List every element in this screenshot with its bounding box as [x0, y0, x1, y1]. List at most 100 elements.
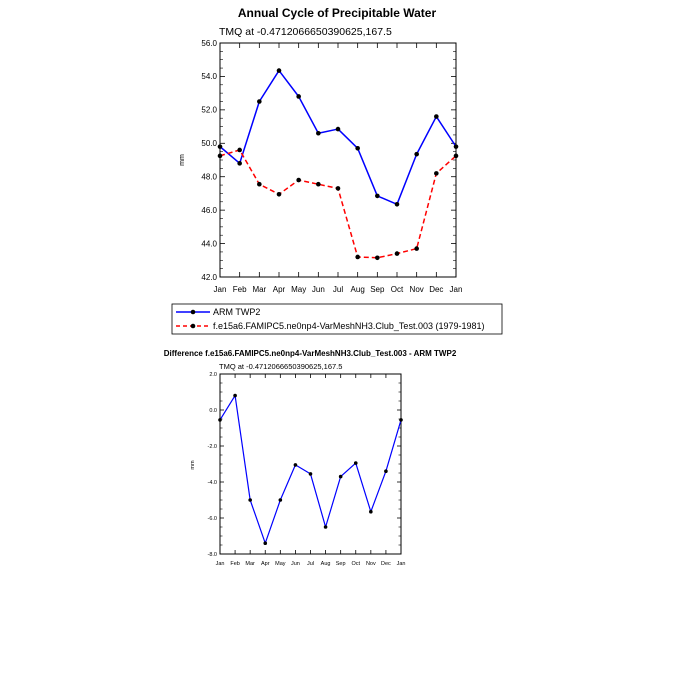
data-point	[248, 498, 252, 502]
data-point	[384, 469, 388, 474]
x-tick-label: Jun	[312, 285, 325, 294]
x-tick-label: Mar	[245, 561, 255, 567]
precip-annual-cycle-chart: Annual Cycle of Precipitable Water TMQ a…	[179, 6, 462, 294]
x-ticks: Jan Feb Mar Apr May Jun Jul Aug Sep Oct Nov Dec Jan	[214, 43, 463, 294]
x-tick-label: Jan	[216, 561, 225, 567]
y-tick-label: 52.0	[201, 106, 217, 115]
data-point	[308, 472, 313, 476]
plot-frame	[219, 42, 457, 278]
data-point	[296, 94, 301, 99]
data-point	[263, 541, 268, 545]
y-tick-label: -6.0	[208, 516, 217, 522]
y-tick-label: 46.0	[201, 206, 217, 215]
series-line-0	[219, 395, 402, 544]
x-tick-label: Nov	[366, 561, 376, 567]
data-point	[233, 393, 237, 398]
x-tick-label: Apr	[273, 285, 286, 294]
x-tick-label: Oct	[351, 561, 360, 567]
legend-box	[171, 303, 503, 335]
data-point	[237, 147, 242, 153]
y-axis-label: mm	[179, 154, 186, 166]
data-point	[375, 255, 380, 261]
x-tick-label: Dec	[381, 561, 391, 567]
y-tick-label: 48.0	[201, 173, 217, 182]
x-tick-label: Jan	[397, 561, 406, 567]
series-line-1	[219, 149, 457, 259]
x-tick-label: Oct	[391, 285, 404, 294]
data-point	[355, 254, 360, 260]
data-point	[276, 191, 282, 197]
x-tick-label: Nov	[410, 285, 424, 294]
diff-y-ticks: -8.0 -6.0 -4.0 -2.0 0.0 2.0	[208, 372, 401, 558]
diff-chart-title: Difference f.e15a6.FAMIPC5.ne0np4-VarMes…	[164, 349, 457, 358]
y-tick-label: 0.0	[209, 408, 217, 414]
chart-title: Annual Cycle of Precipitable Water	[238, 6, 437, 20]
y-ticks: 42.0 44.0 46.0 48.0 50.0 52.0 54.0 56.0	[201, 39, 456, 282]
legend: ARM TWP2 f.e15a6.FAMIPC5.ne0np4-VarMeshN…	[171, 303, 503, 335]
y-tick-label: -4.0	[208, 480, 217, 486]
x-tick-label: Dec	[429, 285, 443, 294]
series-line-0	[219, 69, 457, 206]
x-tick-label: Sep	[336, 561, 346, 567]
y-tick-label: 54.0	[201, 72, 217, 81]
x-tick-label: Apr	[261, 561, 270, 567]
data-point	[278, 498, 283, 502]
x-tick-label: Sep	[370, 285, 385, 294]
precip-difference-chart: Difference f.e15a6.FAMIPC5.ne0np4-VarMes…	[164, 349, 457, 567]
diff-plot-frame	[219, 373, 402, 555]
data-point	[434, 171, 439, 176]
x-tick-label: May	[275, 561, 286, 567]
y-tick-label: -8.0	[208, 552, 217, 558]
x-tick-label: Mar	[252, 285, 266, 294]
data-point	[414, 151, 419, 157]
x-tick-label: Feb	[233, 285, 247, 294]
x-tick-label: Jul	[333, 285, 343, 294]
data-point	[394, 201, 400, 207]
data-point	[355, 146, 360, 151]
legend-label-arm: ARM TWP2	[213, 307, 260, 317]
diff-y-axis-label: mm	[190, 460, 196, 470]
chart-subtitle: TMQ at -0.4712066650390625,167.5	[219, 26, 392, 38]
data-point	[323, 525, 328, 529]
data-point	[296, 177, 301, 183]
data-point	[335, 126, 341, 132]
data-point	[217, 144, 223, 149]
y-tick-label: 2.0	[209, 372, 217, 378]
data-point	[453, 153, 459, 159]
data-point	[394, 251, 400, 256]
x-tick-label: May	[291, 285, 306, 294]
data-point	[338, 474, 343, 479]
data-point	[414, 246, 419, 251]
y-tick-label: 50.0	[201, 139, 217, 148]
x-tick-label: Feb	[230, 561, 239, 567]
x-tick-label: Aug	[321, 561, 331, 567]
x-tick-label: Jun	[291, 561, 300, 567]
x-tick-label: Jan	[450, 285, 463, 294]
y-tick-label: 42.0	[201, 273, 217, 282]
data-point	[217, 153, 223, 159]
y-tick-label: -2.0	[208, 444, 217, 450]
y-tick-label: 44.0	[201, 239, 217, 248]
x-tick-label: Aug	[351, 285, 365, 294]
diff-series-layer	[218, 393, 403, 545]
diff-x-ticks: Jan Feb Mar Apr May Jun Jul Aug Sep Oct Nov Dec Jan	[216, 374, 406, 567]
data-point	[399, 418, 403, 422]
data-point	[293, 463, 298, 467]
data-point	[218, 418, 222, 422]
legend-marker-model	[190, 323, 196, 329]
data-point	[353, 461, 358, 465]
data-point	[276, 68, 282, 73]
data-point	[257, 181, 262, 187]
data-point	[369, 509, 373, 514]
y-tick-label: 56.0	[201, 39, 217, 48]
legend-marker-arm	[190, 309, 196, 315]
data-point	[237, 161, 242, 166]
data-point	[453, 144, 459, 149]
data-point	[434, 114, 439, 119]
data-point	[375, 193, 380, 199]
data-point	[316, 181, 321, 187]
series-layer	[217, 68, 459, 261]
data-point	[316, 130, 321, 136]
data-point	[335, 186, 341, 191]
